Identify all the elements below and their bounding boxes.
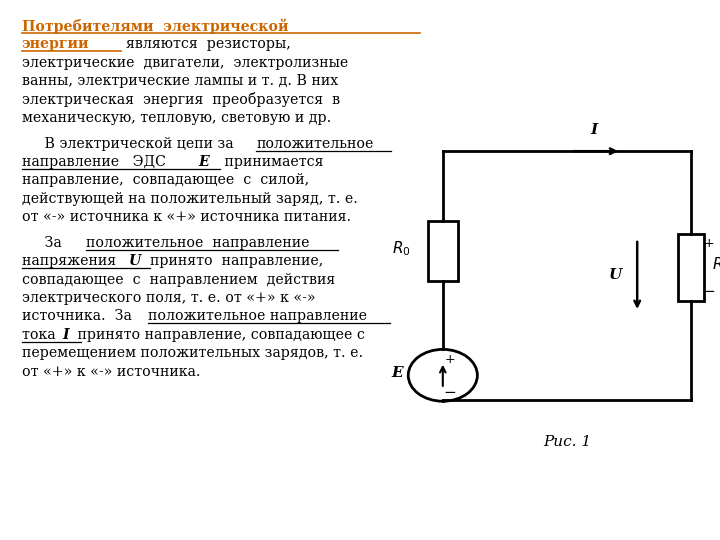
Text: E: E xyxy=(199,155,210,169)
Text: электрическая  энергия  преобразуется  в: электрическая энергия преобразуется в xyxy=(22,92,340,107)
Text: Потребителями  электрической: Потребителями электрической xyxy=(22,19,288,35)
Text: перемещением положительных зарядов, т. е.: перемещением положительных зарядов, т. е… xyxy=(22,346,363,360)
Text: U: U xyxy=(609,268,622,282)
Text: принимается: принимается xyxy=(211,155,323,169)
Text: энергии: энергии xyxy=(22,37,89,51)
Text: I: I xyxy=(63,328,69,342)
Text: от «+» к «-» источника.: от «+» к «-» источника. xyxy=(22,364,200,379)
Text: являются  резисторы,: являются резисторы, xyxy=(126,37,291,51)
Text: I: I xyxy=(591,123,598,137)
Text: Рис. 1: Рис. 1 xyxy=(543,435,591,449)
Text: +: + xyxy=(703,237,714,250)
Text: положительное  направление: положительное направление xyxy=(86,236,310,250)
Text: $R_0$: $R_0$ xyxy=(392,239,410,258)
Text: совпадающее  с  направлением  действия: совпадающее с направлением действия xyxy=(22,273,335,287)
Text: электрического поля, т. е. от «+» к «-»: электрического поля, т. е. от «+» к «-» xyxy=(22,291,315,305)
Text: U: U xyxy=(129,254,141,268)
Text: направление   ЭДС: направление ЭДС xyxy=(22,155,179,169)
Text: тока: тока xyxy=(22,328,60,342)
Text: принято направление, совпадающее с: принято направление, совпадающее с xyxy=(73,328,365,342)
Text: В электрической цепи за: В электрической цепи за xyxy=(22,137,238,151)
Text: За: За xyxy=(22,236,71,250)
Text: −: − xyxy=(702,284,715,299)
Circle shape xyxy=(408,349,477,401)
Text: направление,  совпадающее  с  силой,: направление, совпадающее с силой, xyxy=(22,173,309,187)
Text: принято  направление,: принято направление, xyxy=(141,254,323,268)
Text: электрические  двигатели,  электролизные: электрические двигатели, электролизные xyxy=(22,56,348,70)
Text: механическую, тепловую, световую и др.: механическую, тепловую, световую и др. xyxy=(22,111,331,125)
Text: действующей на положительный заряд, т. е.: действующей на положительный заряд, т. е… xyxy=(22,192,357,206)
Text: +: + xyxy=(445,353,455,366)
Text: −: − xyxy=(444,385,456,400)
Bar xyxy=(678,233,704,301)
Text: E: E xyxy=(392,366,403,380)
Text: напряжения: напряжения xyxy=(22,254,125,268)
Text: $R_н$: $R_н$ xyxy=(712,255,720,274)
Text: источника.  За: источника. За xyxy=(22,309,140,323)
Bar xyxy=(428,221,458,281)
Text: положительное направление: положительное направление xyxy=(148,309,367,323)
Text: ванны, электрические лампы и т. д. В них: ванны, электрические лампы и т. д. В них xyxy=(22,74,338,88)
Text: положительное: положительное xyxy=(256,137,374,151)
Text: от «-» источника к «+» источника питания.: от «-» источника к «+» источника питания… xyxy=(22,210,351,224)
